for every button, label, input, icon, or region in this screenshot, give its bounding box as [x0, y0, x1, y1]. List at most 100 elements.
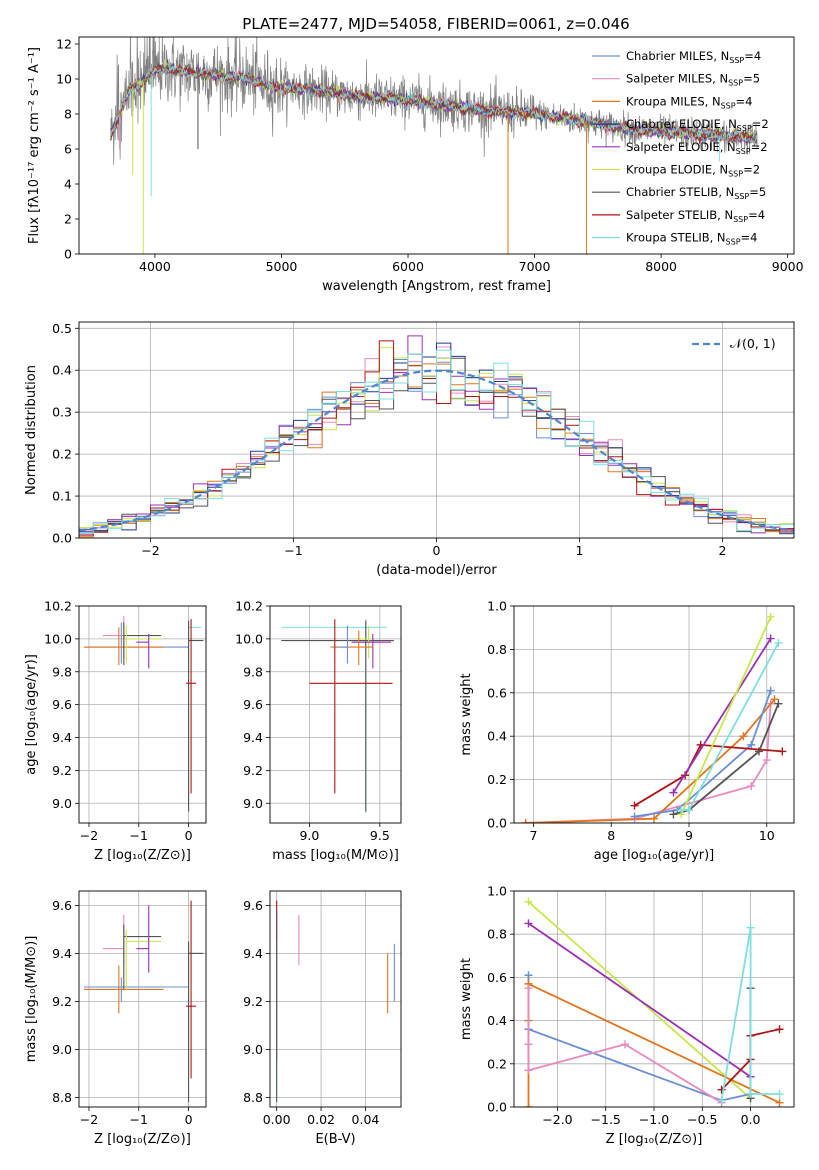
- y-axis-label: Normed distribution: [24, 365, 39, 495]
- weight-marker: [524, 984, 533, 993]
- x-tick-label: 9.0: [299, 828, 319, 843]
- y-tick-label: 0.4: [52, 363, 72, 378]
- y-tick-label: 10.2: [235, 599, 263, 614]
- x-tick-label: −2: [80, 828, 98, 843]
- y-tick-label: 9.0: [52, 796, 72, 811]
- weight-marker: [774, 699, 783, 708]
- errorbar-point: [123, 622, 162, 666]
- x-tick-label: 9000: [772, 259, 804, 274]
- x-axis-label: wavelength [Angstrom, rest frame]: [322, 279, 551, 294]
- x-axis-label: Z [log₁₀(Z/Z⊙)]: [606, 1132, 703, 1147]
- y-tick-label: 2: [64, 212, 72, 227]
- weight-marker: [766, 612, 775, 621]
- weight-marker: [630, 801, 639, 810]
- legend-label: Chabrier STELIB, NSSP=5: [626, 185, 766, 201]
- y-tick-label: 10.0: [44, 631, 72, 646]
- gaussian-reference-curve: [79, 369, 794, 532]
- errorbar-point: [136, 633, 150, 669]
- weight-marker: [669, 810, 678, 819]
- errorbar-point: [281, 620, 394, 812]
- errorbar-point: [102, 915, 125, 966]
- x-tick-label: 0.02: [307, 1112, 335, 1127]
- y-axis-label: mass [log₁₀(M/M⊙)]: [24, 936, 39, 1063]
- x-tick-label: 9.5: [370, 828, 390, 843]
- weight-series-chabrier-miles: [634, 690, 772, 818]
- x-tick-label: 0.0: [741, 1112, 761, 1127]
- x-tick-label: 9: [685, 828, 693, 843]
- weight-marker: [524, 1040, 533, 1049]
- y-tick-label: 9.6: [52, 898, 72, 913]
- errorbar-point: [186, 619, 197, 794]
- y-tick-label: 0.4: [487, 729, 507, 744]
- legend-label: Chabrier MILES, NSSP=4: [626, 49, 761, 65]
- errorbar-point: [123, 924, 162, 990]
- panel-mass_vs_EBV: 0.00 0.02 0.04 8.8 9.0 9.2 9.4 9.6 E(B-V): [243, 890, 402, 1147]
- legend-label: Salpeter MILES, NSSP=5: [626, 72, 760, 88]
- panel-residuals: −2 −1 0 1 2 0.0 0.1 0.2 0.3 0.4 0.5 (data-model)/er…: [24, 321, 795, 578]
- y-tick-label: 9.4: [52, 946, 72, 961]
- panel-mass_vs_Z: −2 −1 0 8.8 9.0 9.2 9.4 9.6 Z [log₁₀(Z/Z⊙)] mass …: [24, 890, 207, 1147]
- weight-marker: [717, 1096, 726, 1105]
- x-tick-label: −2: [80, 1112, 98, 1127]
- plot-area-weight_vs_Z: [524, 897, 784, 1107]
- y-tick-label: 9.2: [243, 763, 263, 778]
- panel-age_vs_mass: 9.0 9.5 9.0 9.2 9.4 9.6 9.8 10.0 10.2 mass [log₁₀…: [235, 599, 402, 863]
- legend-label: Salpeter ELODIE, NSSP=2: [626, 140, 768, 156]
- panel-weight_vs_Z: −2.0 −1.5 −1.0 −0.5 0.0 0.0 0.2 0.4 0.6 0.8 1.0 Z […: [459, 884, 795, 1147]
- y-tick-label: 0.6: [487, 970, 507, 985]
- plot-area-age_vs_mass: [281, 619, 394, 814]
- y-tick-label: 9.2: [52, 763, 72, 778]
- x-tick-label: 0: [185, 1112, 193, 1127]
- x-axis-label: mass [log₁₀(M/M⊙)]: [272, 848, 399, 863]
- panel-spectrum: 4000 5000 6000 7000 8000 9000 0 2 4 6 8 10 12 wavelen…: [27, 37, 804, 295]
- x-tick-label: 8000: [645, 259, 677, 274]
- x-tick-label: 0.00: [263, 1112, 291, 1127]
- x-tick-label: −0.5: [687, 1112, 717, 1127]
- weight-marker: [524, 897, 533, 906]
- weight-marker: [747, 782, 756, 791]
- y-tick-label: 9.0: [52, 1042, 72, 1057]
- x-tick-label: −1: [130, 828, 148, 843]
- y-tick-label: 0.0: [52, 531, 72, 546]
- x-tick-label: 4000: [139, 259, 171, 274]
- weight-series-kroupa-elodie: [680, 616, 772, 815]
- y-axis-label: Flux [fλ10⁻¹⁷ erg cm⁻² s⁻¹ A⁻¹]: [27, 47, 42, 244]
- y-tick-label: 0.4: [487, 1013, 507, 1028]
- plot-area-mass_vs_Z: [83, 900, 204, 1103]
- axes-frame: [513, 605, 795, 824]
- y-tick-label: 10.2: [44, 599, 72, 614]
- weight-marker: [521, 819, 530, 823]
- errorbar-point: [136, 905, 150, 973]
- weight-marker: [746, 923, 755, 932]
- errorbar-point: [309, 619, 393, 794]
- errorbar-point: [186, 900, 197, 1079]
- legend-label: Salpeter STELIB, NSSP=4: [626, 208, 765, 224]
- panel-weight_vs_age: 7 8 9 10 0.0 0.2 0.4 0.6 0.8 1.0 age [log₁₀(age/yr…: [459, 599, 795, 863]
- panel-age_vs_Z: −2 −1 0 9.0 9.2 9.4 9.6 9.8 10.0 10.2 Z [log₁₀(Z/Z…: [24, 599, 207, 863]
- y-tick-label: 0.3: [52, 405, 72, 420]
- y-tick-label: 12: [56, 37, 72, 52]
- x-tick-label: 0: [433, 543, 441, 558]
- y-tick-label: 9.4: [52, 730, 72, 745]
- y-tick-label: 1.0: [487, 884, 507, 899]
- weight-marker: [775, 1098, 784, 1107]
- y-tick-label: 0: [64, 247, 72, 262]
- y-tick-label: 9.8: [52, 664, 72, 679]
- plot-area-residuals: [79, 335, 794, 538]
- weight-marker: [524, 919, 533, 928]
- y-tick-label: 1.0: [487, 599, 507, 614]
- x-axis-label: E(B-V): [315, 1132, 355, 1147]
- weight-series-salpeter-miles: [525, 703, 772, 823]
- y-tick-label: 8.8: [52, 1090, 72, 1105]
- y-tick-label: 0.5: [52, 321, 72, 336]
- weight-marker: [621, 1040, 630, 1049]
- spectrum-legend: Chabrier MILES, NSSP=4 Salpeter MILES, NS…: [592, 49, 769, 247]
- y-tick-label: 8: [64, 107, 72, 122]
- weight-marker: [669, 788, 678, 797]
- legend-label: Kroupa MILES, NSSP=4: [626, 94, 752, 110]
- errorbar-point: [330, 630, 373, 666]
- weight-marker: [747, 740, 756, 749]
- weight-marker: [774, 638, 783, 647]
- x-axis-label: Z [log₁₀(Z/Z⊙)]: [94, 1132, 191, 1147]
- weight-marker: [766, 634, 775, 643]
